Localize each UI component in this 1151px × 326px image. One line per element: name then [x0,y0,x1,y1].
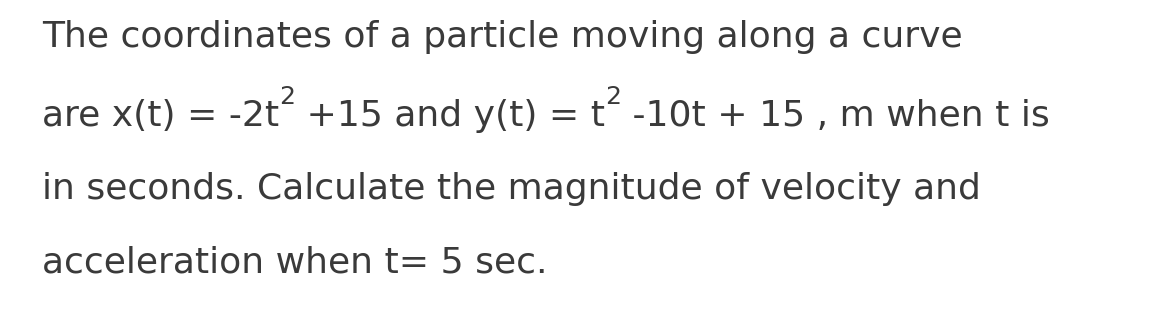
Text: -10t + 15 , m when t is: -10t + 15 , m when t is [622,98,1050,132]
Text: acceleration when t= 5 sec.: acceleration when t= 5 sec. [41,245,548,279]
Text: are x(t) = -2t: are x(t) = -2t [41,98,280,132]
Text: The coordinates of a particle moving along a curve: The coordinates of a particle moving alo… [41,20,962,54]
Text: 2: 2 [605,85,622,109]
Text: in seconds. Calculate the magnitude of velocity and: in seconds. Calculate the magnitude of v… [41,172,981,206]
Text: +15 and y(t) = t: +15 and y(t) = t [295,98,605,132]
Text: 2: 2 [280,85,295,109]
